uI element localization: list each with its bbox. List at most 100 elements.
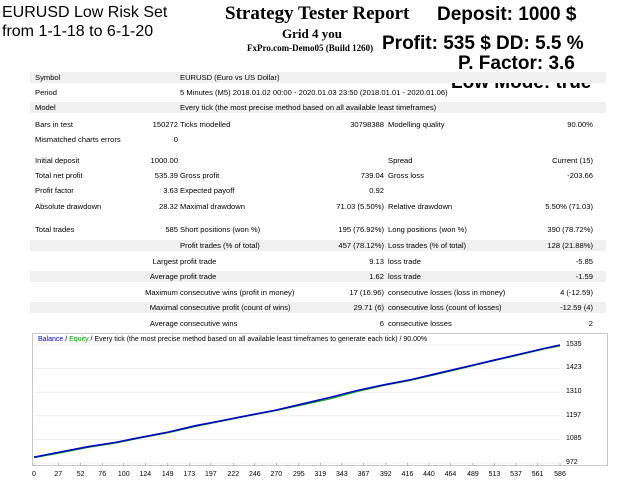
avg-cons-wins-label: consecutive wins [180,319,238,328]
profit-trades-value: 457 (78.12%) [338,241,384,250]
x-tick-label: 343 [336,471,348,478]
max-cons-wins-label: consecutive wins (profit in money) [180,288,295,297]
long-value: 390 (78.72%) [547,225,593,234]
balance-chart [32,333,608,466]
largest-profit-label: profit trade [180,257,217,266]
x-tick-label: 0 [32,471,36,478]
abs-dd-value: 28.32 [158,202,178,211]
report-title: Strategy Tester Report [225,3,410,24]
quality-value: 90.00% [567,120,593,129]
spread-label: Spread [388,156,413,165]
maximum-label: Maximum [145,288,178,297]
x-tick-label: 537 [510,471,522,478]
x-tick-label: 173 [183,471,196,478]
bars-value: 150272 [152,120,178,129]
gross-profit-label: Gross profit [180,171,220,180]
total-trades-label: Total trades [35,225,75,234]
avg-cons-losses-label: consecutive losses [388,319,452,328]
max-cons-wins-value: 17 (16.96) [349,288,384,297]
long-label: Long positions (won %) [388,225,467,234]
largest-loss-value: -5.85 [575,257,593,266]
mismatch-label: Mismatched charts errors [35,135,121,144]
bars-label: Bars in test [35,120,73,129]
largest-loss-label: loss trade [388,257,421,266]
date-range: from 1-1-18 to 6-1-20 [2,23,154,40]
initial-deposit-value: 1000.00 [150,156,178,165]
net-profit-label: Total net profit [35,171,83,180]
avg-profit-value: 1.62 [369,272,384,281]
x-tick-label: 319 [314,471,327,478]
y-tick-label: 1423 [566,364,582,372]
avg-loss-value: -1.59 [575,272,593,281]
x-tick-label: 586 [554,471,566,478]
set-title: EURUSD Low Risk Set [2,4,168,21]
period-label: Period [35,88,57,97]
legend-description: / Every tick (the most precise method ba… [88,336,428,343]
row-shade [30,240,606,251]
x-tick-label: 392 [380,471,392,478]
quality-label: Modelling quality [388,120,445,129]
maximal-label: Maximal [149,303,178,312]
profit-factor-label: Profit factor [35,186,74,195]
rel-dd-value: 5.50% (71.03) [545,202,593,211]
avg-cons-losses-value: 2 [588,319,593,328]
avg-cons-wins-value: 6 [379,319,384,328]
expected-payoff-label: Expected payoff [180,186,235,195]
x-tick-label: 464 [444,471,457,478]
symbol-value: EURUSD (Euro vs US Dollar) [180,73,280,82]
rel-dd-label: Relative drawdown [388,202,453,211]
loss-trades-value: 128 (21.88%) [547,241,593,250]
model-label: Model [35,103,56,112]
x-tick-label: 52 [76,471,85,478]
x-tick-label: 295 [292,471,305,478]
average2-label: Average [149,319,178,328]
abs-dd-label: Absolute drawdown [35,202,102,211]
x-tick-label: 513 [488,471,501,478]
y-tick-label: 972 [566,459,578,466]
y-tick-label: 1085 [566,435,582,443]
deposit-overlay: Deposit: 1000 $ [437,4,577,25]
spread-value: Current (15) [552,156,593,165]
pfactor-overlay: P. Factor: 3.6 [458,53,575,74]
ticks-value: 30798388 [350,120,384,129]
avg-loss-label: loss trade [388,272,421,281]
row-shade [30,302,606,313]
expert-name: Grid 4 you [282,26,342,41]
legend-equity: Equity [69,336,89,343]
x-tick-label: 149 [161,471,174,478]
symbol-label: Symbol [35,73,61,82]
gross-profit-value: 739.04 [360,171,384,180]
period-value: 5 Minutes (M5) 2018.01.02 00:00 - 2020.0… [180,88,448,97]
profit-dd-overlay: Profit: 535 $ DD: 5.5 % [382,33,584,54]
x-tick-label: 100 [117,471,130,478]
net-profit-value: 535.39 [154,171,178,180]
ticks-label: Ticks modelled [180,120,231,129]
row-shade [30,102,606,113]
short-value: 195 (76.92%) [338,225,384,234]
gross-loss-value: -203.66 [567,171,593,180]
legend-balance: Balance [38,336,64,343]
x-tick-label: 367 [357,471,370,478]
initial-deposit-label: Initial deposit [35,156,80,165]
x-tick-label: 440 [423,471,435,478]
x-tick-label: 222 [227,471,240,478]
short-label: Short positions (won %) [180,225,261,234]
avg-profit-label: profit trade [180,272,217,281]
legend-sep: / [63,336,70,343]
x-tick-label: 489 [467,471,479,478]
row-shade [30,72,606,83]
average-label: Average [149,272,178,281]
loss-trades-label: Loss trades (% of total) [388,241,467,250]
max-cons-losses-label: consecutive losses (loss in money) [388,288,506,297]
max-cons-losses-value: 4 (-12.59) [560,288,593,297]
mismatch-value: 0 [173,135,178,144]
y-tick-label: 1310 [566,388,582,396]
maximal-cons-profit-label: consecutive profit (count of wins) [180,303,291,312]
expected-payoff-value: 0.92 [369,186,384,195]
max-dd-label: Maximal drawdown [180,202,245,211]
total-trades-value: 585 [165,225,178,234]
largest-label: Largest [152,257,178,266]
x-tick-label: 270 [270,471,283,478]
model-value: Every tick (the most precise method base… [180,103,437,112]
x-tick-label: 27 [54,471,63,478]
